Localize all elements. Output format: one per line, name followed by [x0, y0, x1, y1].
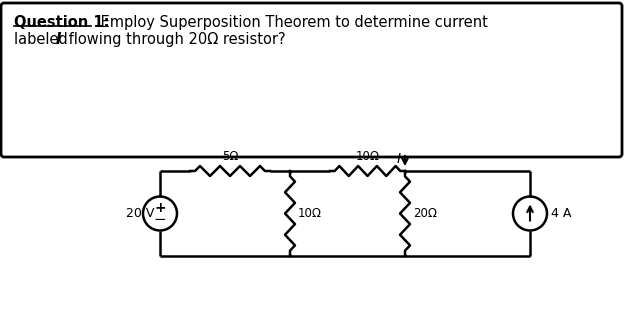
Text: +: + [154, 201, 166, 214]
Text: flowing through 20Ω resistor?: flowing through 20Ω resistor? [64, 32, 286, 47]
Text: 4 A: 4 A [551, 207, 571, 220]
Text: I: I [397, 152, 401, 166]
Text: I: I [56, 32, 62, 47]
Text: 20 V: 20 V [126, 207, 154, 220]
Text: 5Ω: 5Ω [222, 150, 238, 163]
Text: 10Ω: 10Ω [356, 150, 380, 163]
Text: 10Ω: 10Ω [298, 207, 322, 220]
Text: −: − [154, 212, 167, 227]
Text: Question 1:: Question 1: [14, 15, 109, 30]
Text: 20Ω: 20Ω [413, 207, 437, 220]
Text: labeled: labeled [14, 32, 73, 47]
Text: Employ Superposition Theorem to determine current: Employ Superposition Theorem to determin… [96, 15, 488, 30]
FancyBboxPatch shape [1, 3, 622, 157]
